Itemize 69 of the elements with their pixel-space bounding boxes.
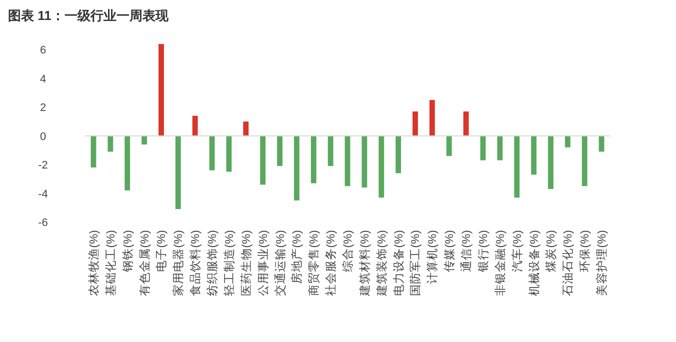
x-tick-label: 有色金属(%) — [138, 230, 152, 296]
x-tick-label: 石油石化(%) — [562, 230, 575, 296]
bar — [158, 44, 164, 136]
x-tick-label: 建筑装饰(%) — [375, 230, 388, 297]
bar — [564, 136, 570, 148]
x-tick-label: 房地产(%) — [290, 230, 304, 284]
y-tick-label: -2 — [38, 160, 48, 172]
bar — [108, 136, 114, 152]
x-tick-label: 机械设备(%) — [528, 230, 541, 296]
x-tick-label: 美容护理(%) — [594, 230, 609, 296]
bar — [514, 136, 520, 198]
x-tick-label: 计算机(%) — [426, 230, 440, 284]
x-tick-label: 农林牧渔(%) — [87, 230, 100, 296]
y-tick-label: 4 — [40, 73, 46, 86]
bar — [480, 136, 486, 160]
y-tick-label: -6 — [38, 217, 48, 229]
bar — [142, 136, 147, 144]
bar — [310, 136, 316, 184]
x-tick-label: 纺织服饰(%) — [205, 230, 220, 296]
x-tick-label: 轻工制造(%) — [222, 230, 236, 296]
bar — [463, 111, 469, 136]
x-tick-label: 环保(%) — [578, 230, 592, 272]
x-tick-label: 公用事业(%) — [256, 230, 270, 296]
x-tick-label: 建筑材料(%) — [358, 230, 372, 297]
y-tick-label: 6 — [40, 44, 46, 57]
x-tick-label: 传媒(%) — [443, 230, 456, 272]
bar — [531, 136, 536, 175]
x-tick-label: 医药生物(%) — [240, 230, 253, 296]
x-tick-label: 电子(%) — [155, 230, 168, 272]
bar — [294, 136, 300, 200]
x-tick-label: 电力设备(%) — [392, 230, 406, 296]
bar — [582, 136, 588, 186]
bar — [378, 136, 384, 198]
x-tick-label: 汽车(%) — [510, 230, 524, 272]
x-tick-label: 国防军工(%) — [409, 230, 422, 296]
y-tick-label: 2 — [40, 102, 46, 114]
x-tick-label: 家用电器(%) — [171, 230, 186, 296]
bar — [90, 136, 96, 168]
bar — [175, 136, 181, 210]
y-tick-label: -4 — [38, 188, 48, 200]
x-tick-label: 煤炭(%) — [544, 230, 558, 272]
bar — [344, 136, 350, 186]
bar — [362, 136, 368, 188]
x-tick-label: 通信(%) — [460, 230, 474, 272]
x-tick-label: 银行(%) — [476, 230, 490, 273]
x-tick-label: 基础化工(%) — [104, 230, 118, 296]
bar — [328, 136, 334, 166]
bar — [396, 136, 402, 174]
bar — [548, 136, 554, 189]
bar — [124, 136, 130, 190]
bar — [243, 122, 249, 136]
y-tick-label: 0 — [40, 130, 46, 143]
bar — [429, 100, 435, 136]
bar — [226, 136, 232, 172]
bar — [277, 136, 282, 166]
x-tick-label: 商贸零售(%) — [306, 230, 321, 296]
chart-title: 图表 11：一级行业一周表现 — [8, 8, 170, 23]
bar — [192, 116, 198, 136]
x-tick-label: 交通运输(%) — [272, 230, 287, 296]
x-tick-label: 社会服务(%) — [324, 230, 338, 296]
x-tick-label: 食品饮料(%) — [189, 230, 202, 296]
x-tick-label: 钢铁(%) — [121, 230, 134, 273]
bar — [497, 136, 503, 160]
bar — [412, 111, 418, 136]
bar — [260, 136, 266, 185]
bar — [446, 136, 452, 156]
x-tick-label: 综合(%) — [340, 230, 354, 272]
bar — [209, 136, 215, 170]
x-tick-label: 非银金融(%) — [494, 230, 507, 296]
